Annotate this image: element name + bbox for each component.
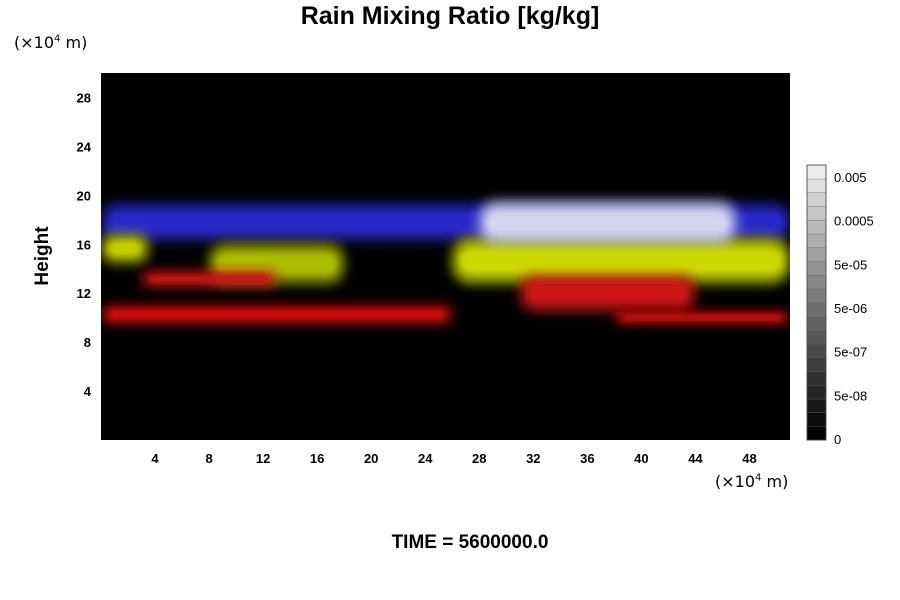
y-tick-label: 12 bbox=[77, 286, 91, 301]
y-tick-label: 20 bbox=[77, 188, 91, 203]
colorbar-label: 5e-08 bbox=[834, 388, 867, 403]
colorbar: 0.005 0.0005 5e-05 5e-06 5e-07 5e-08 0 bbox=[806, 164, 874, 447]
field-layer bbox=[101, 201, 790, 324]
y-tick-label: 16 bbox=[77, 237, 91, 252]
x-tick-label: 20 bbox=[364, 451, 378, 466]
colorbar-swatch bbox=[806, 288, 827, 304]
x-tick-label: 16 bbox=[310, 451, 324, 466]
colorbar-swatch bbox=[806, 371, 827, 386]
colorbar-swatch bbox=[806, 164, 827, 180]
colorbar-label: 5e-07 bbox=[834, 345, 867, 360]
colorbar-swatch bbox=[806, 343, 827, 359]
colorbar-swatch bbox=[806, 384, 827, 400]
colorbar-swatch bbox=[806, 357, 827, 372]
colorbar-swatch bbox=[806, 261, 827, 276]
y-ticks: 4 8 12 16 20 24 28 bbox=[77, 90, 92, 399]
y-tick-label: 4 bbox=[84, 384, 92, 399]
x-tick-label: 36 bbox=[580, 451, 594, 466]
x-tick-label: 12 bbox=[256, 451, 270, 466]
y-axis-unit: (×104 m) bbox=[14, 33, 88, 52]
y-tick-label: 28 bbox=[77, 90, 91, 105]
colorbar-swatch bbox=[806, 178, 827, 194]
colorbar-swatch bbox=[806, 426, 827, 441]
field-feature bbox=[479, 201, 736, 245]
x-tick-label: 48 bbox=[742, 451, 756, 466]
colorbar-swatch bbox=[806, 329, 827, 345]
colorbar-swatch bbox=[806, 219, 827, 235]
time-label: TIME = 5600000.0 bbox=[391, 532, 549, 553]
x-tick-label: 32 bbox=[526, 451, 540, 466]
colorbar-frame bbox=[806, 164, 827, 441]
x-axis-unit: (×104 m) bbox=[715, 472, 789, 491]
x-ticks: 4 8 12 16 20 24 28 32 36 40 44 48 bbox=[151, 451, 756, 466]
field-feature bbox=[519, 274, 696, 312]
colorbar-label: 0.005 bbox=[834, 170, 867, 185]
colorbar-label: 5e-05 bbox=[834, 257, 867, 272]
field-feature bbox=[101, 234, 149, 263]
colorbar-swatch bbox=[806, 247, 827, 262]
colorbar-label: 0.0005 bbox=[834, 214, 874, 229]
field-feature bbox=[101, 305, 453, 324]
colorbar-swatch bbox=[806, 206, 827, 221]
colorbar-swatch bbox=[806, 274, 827, 290]
x-tick-label: 4 bbox=[151, 451, 159, 466]
colorbar-swatch bbox=[806, 316, 827, 331]
colorbar-swatch bbox=[806, 192, 827, 207]
chart-title: Rain Mixing Ratio [kg/kg] bbox=[300, 2, 600, 30]
colorbar-label: 0 bbox=[834, 432, 841, 447]
field-feature bbox=[452, 238, 790, 284]
x-tick-label: 28 bbox=[472, 451, 486, 466]
x-tick-label: 40 bbox=[634, 451, 648, 466]
colorbar-swatch bbox=[806, 233, 827, 249]
x-tick-label: 44 bbox=[688, 451, 703, 466]
y-tick-label: 8 bbox=[84, 335, 91, 350]
x-tick-label: 24 bbox=[418, 451, 433, 466]
field-feature bbox=[141, 271, 277, 288]
field-feature bbox=[614, 311, 790, 324]
colorbar-swatch bbox=[806, 302, 827, 317]
y-tick-label: 24 bbox=[77, 139, 92, 154]
colorbar-swatch bbox=[806, 412, 827, 427]
colorbar-label: 5e-06 bbox=[834, 301, 867, 316]
colorbar-swatch bbox=[806, 398, 827, 414]
x-tick-label: 8 bbox=[205, 451, 212, 466]
